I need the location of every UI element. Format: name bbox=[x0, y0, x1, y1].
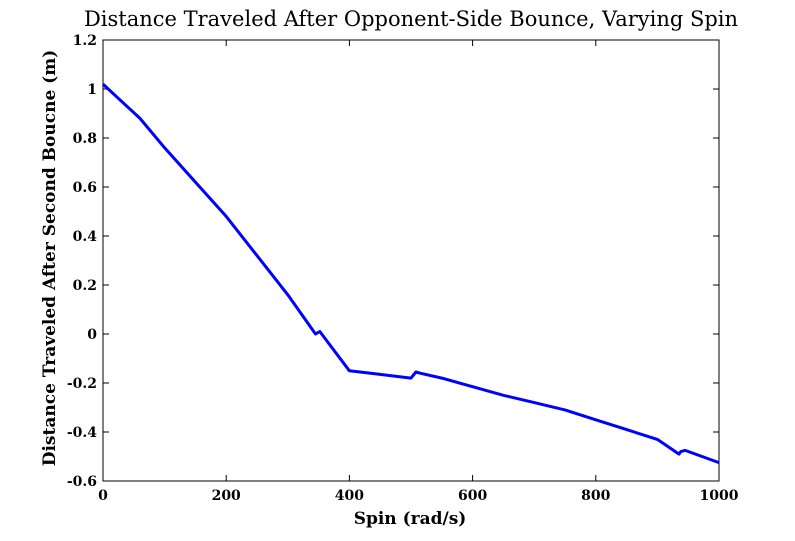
y-tick-label: -0.4 bbox=[67, 425, 97, 441]
x-tick-label: 0 bbox=[98, 488, 108, 504]
y-tick-label: -0.2 bbox=[67, 376, 97, 392]
y-tick-label: -0.6 bbox=[67, 474, 97, 490]
series-layer bbox=[101, 83, 720, 465]
y-tick-label: 0 bbox=[87, 327, 97, 343]
x-tick-label: 400 bbox=[335, 488, 364, 504]
y-tick-label: 0.6 bbox=[73, 180, 97, 196]
y-tick-label: 0.2 bbox=[73, 278, 97, 294]
y-tick-label: 1 bbox=[87, 82, 97, 98]
series-line bbox=[101, 83, 720, 465]
x-axis: 0 200 400 600 800 1000 bbox=[98, 40, 739, 504]
y-tick-label: 0.4 bbox=[73, 229, 98, 245]
y-axis-label: Distance Traveled After Second Boucne (m… bbox=[40, 50, 60, 467]
x-tick-label: 800 bbox=[581, 488, 610, 504]
y-tick-label: 0.8 bbox=[73, 131, 97, 147]
y-axis: -0.6 -0.4 -0.2 0 0.2 0.4 0.6 0.8 1 1.2 bbox=[67, 33, 719, 490]
x-tick-label: 600 bbox=[458, 488, 487, 504]
x-tick-label: 200 bbox=[212, 488, 241, 504]
plot-area bbox=[102, 39, 720, 482]
y-tick-label: 1.2 bbox=[73, 33, 97, 49]
x-tick-label: 1000 bbox=[700, 488, 739, 504]
chart-title: Distance Traveled After Opponent-Side Bo… bbox=[84, 7, 738, 31]
x-axis-label: Spin (rad/s) bbox=[354, 509, 467, 529]
